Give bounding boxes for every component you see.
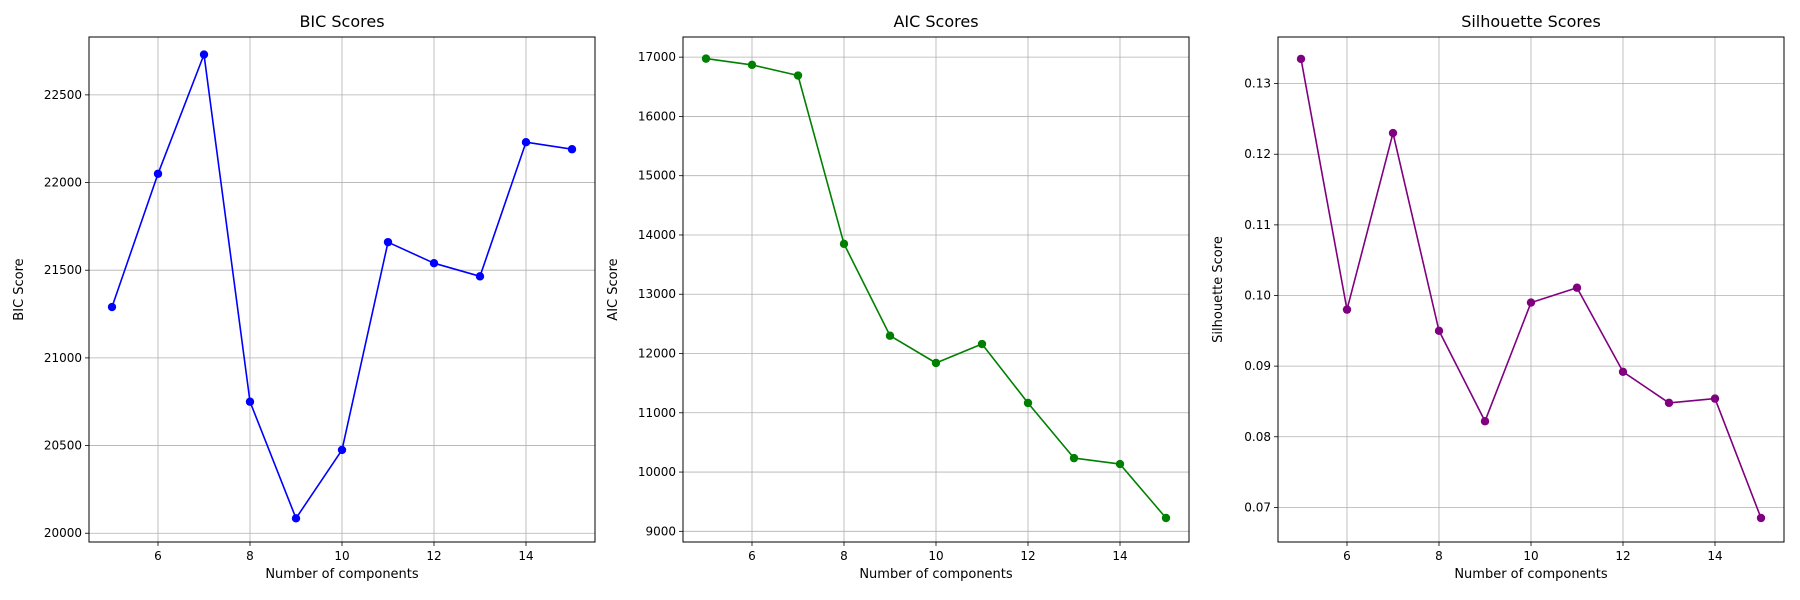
bic-axes-frame	[88, 36, 596, 543]
silhouette-x-tick-label: 10	[1523, 549, 1538, 563]
silhouette-data-point	[1526, 298, 1536, 307]
silhouette-data-point	[1572, 283, 1582, 292]
aic-chart-xlabel: Number of components	[859, 567, 1013, 582]
silhouette-data-point	[1434, 326, 1444, 336]
aic-data-point	[793, 71, 803, 80]
bic-data-point	[107, 302, 117, 312]
bic-data-point	[383, 237, 393, 247]
aic-chart-title: AIC Scores	[893, 12, 978, 31]
bic-chart: BIC Scores Number of components BIC Scor…	[12, 12, 596, 582]
silhouette-data-point	[1710, 394, 1720, 403]
aic-x-tick-label: 12	[1020, 549, 1035, 563]
aic-x-tick-label: 8	[840, 549, 848, 563]
silhouette-y-tick-label: 0.13	[1244, 77, 1271, 91]
bic-data-point	[521, 138, 531, 147]
aic-y-tick-label: 16000	[638, 109, 676, 123]
aic-chart: AIC Scores Number of components AIC Scor…	[606, 12, 1190, 582]
aic-data-point	[1069, 453, 1079, 463]
bic-gridlines	[89, 37, 595, 542]
silhouette-data-point	[1388, 128, 1398, 138]
silhouette-x-tick-label: 6	[1343, 549, 1351, 563]
bic-data-point	[337, 445, 347, 455]
silhouette-y-tick-label: 0.10	[1244, 289, 1271, 303]
bic-x-tick-label: 8	[246, 549, 254, 563]
silhouette-data-point	[1756, 513, 1766, 523]
aic-data-point	[1161, 513, 1171, 523]
aic-y-tick-label: 12000	[638, 347, 676, 361]
bic-data-point	[567, 145, 577, 154]
aic-data-point	[839, 239, 849, 249]
bic-chart-title: BIC Scores	[299, 12, 384, 31]
aic-data-point	[747, 60, 757, 70]
aic-data-point	[1023, 398, 1033, 408]
bic-data-point	[245, 397, 255, 406]
silhouette-data-point	[1342, 305, 1352, 314]
bic-y-tick-label: 20500	[44, 439, 82, 453]
aic-data-point	[885, 331, 895, 340]
silhouette-y-tick-label: 0.07	[1244, 500, 1271, 514]
silhouette-data-point	[1664, 398, 1674, 408]
bic-x-tick-label: 6	[154, 549, 162, 563]
silhouette-data-point	[1296, 54, 1306, 64]
bic-data-point	[199, 50, 209, 59]
silhouette-x-tick-label: 8	[1435, 549, 1443, 563]
silhouette-data-point	[1480, 417, 1490, 426]
bic-y-tick-label: 21500	[44, 263, 82, 277]
aic-x-tick-label: 6	[748, 549, 756, 563]
aic-data-point	[931, 358, 941, 368]
aic-gridlines	[683, 37, 1189, 542]
aic-y-tick-label: 15000	[638, 169, 676, 183]
aic-y-tick-label: 10000	[638, 465, 676, 479]
aic-chart-ylabel: AIC Score	[606, 258, 621, 320]
aic-data-point	[1115, 459, 1125, 469]
silhouette-x-tick-label: 14	[1707, 549, 1722, 563]
bic-chart-ylabel: BIC Score	[12, 258, 27, 320]
silhouette-gridlines	[1278, 37, 1784, 542]
bic-data-point	[475, 272, 485, 281]
aic-x-tick-label: 10	[928, 549, 943, 563]
bic-data-point	[291, 514, 301, 523]
bic-chart-xlabel: Number of components	[265, 567, 419, 582]
aic-y-tick-label: 13000	[638, 287, 676, 301]
bic-y-tick-label: 22500	[44, 88, 82, 102]
bic-x-tick-label: 14	[518, 549, 533, 563]
silhouette-chart: Silhouette Scores Number of components S…	[1211, 12, 1785, 582]
aic-data-point	[701, 54, 711, 63]
silhouette-y-tick-label: 0.11	[1244, 218, 1271, 232]
silhouette-y-tick-label: 0.08	[1244, 430, 1271, 444]
aic-y-tick-label: 11000	[638, 406, 676, 420]
aic-x-tick-label: 14	[1112, 549, 1127, 563]
bic-data-point	[153, 169, 163, 178]
bic-x-tick-label: 12	[426, 549, 441, 563]
bic-x-tick-label: 10	[334, 549, 349, 563]
aic-y-tick-label: 9000	[645, 524, 676, 538]
aic-y-tick-label: 14000	[638, 228, 676, 242]
aic-axes-frame	[682, 36, 1190, 543]
bic-y-tick-label: 21000	[44, 351, 82, 365]
silhouette-y-tick-label: 0.12	[1244, 147, 1271, 161]
silhouette-chart-title: Silhouette Scores	[1461, 12, 1601, 31]
silhouette-chart-xlabel: Number of components	[1454, 567, 1608, 582]
silhouette-data-point	[1618, 367, 1628, 376]
bic-data-point	[429, 258, 439, 268]
bic-y-tick-label: 20000	[44, 526, 82, 540]
silhouette-axes-frame	[1277, 36, 1785, 543]
silhouette-x-tick-label: 12	[1615, 549, 1630, 563]
silhouette-y-tick-label: 0.09	[1244, 359, 1271, 373]
aic-y-tick-label: 17000	[638, 50, 676, 64]
silhouette-chart-ylabel: Silhouette Score	[1211, 236, 1226, 343]
aic-data-point	[977, 339, 987, 349]
bic-y-tick-label: 22000	[44, 176, 82, 190]
